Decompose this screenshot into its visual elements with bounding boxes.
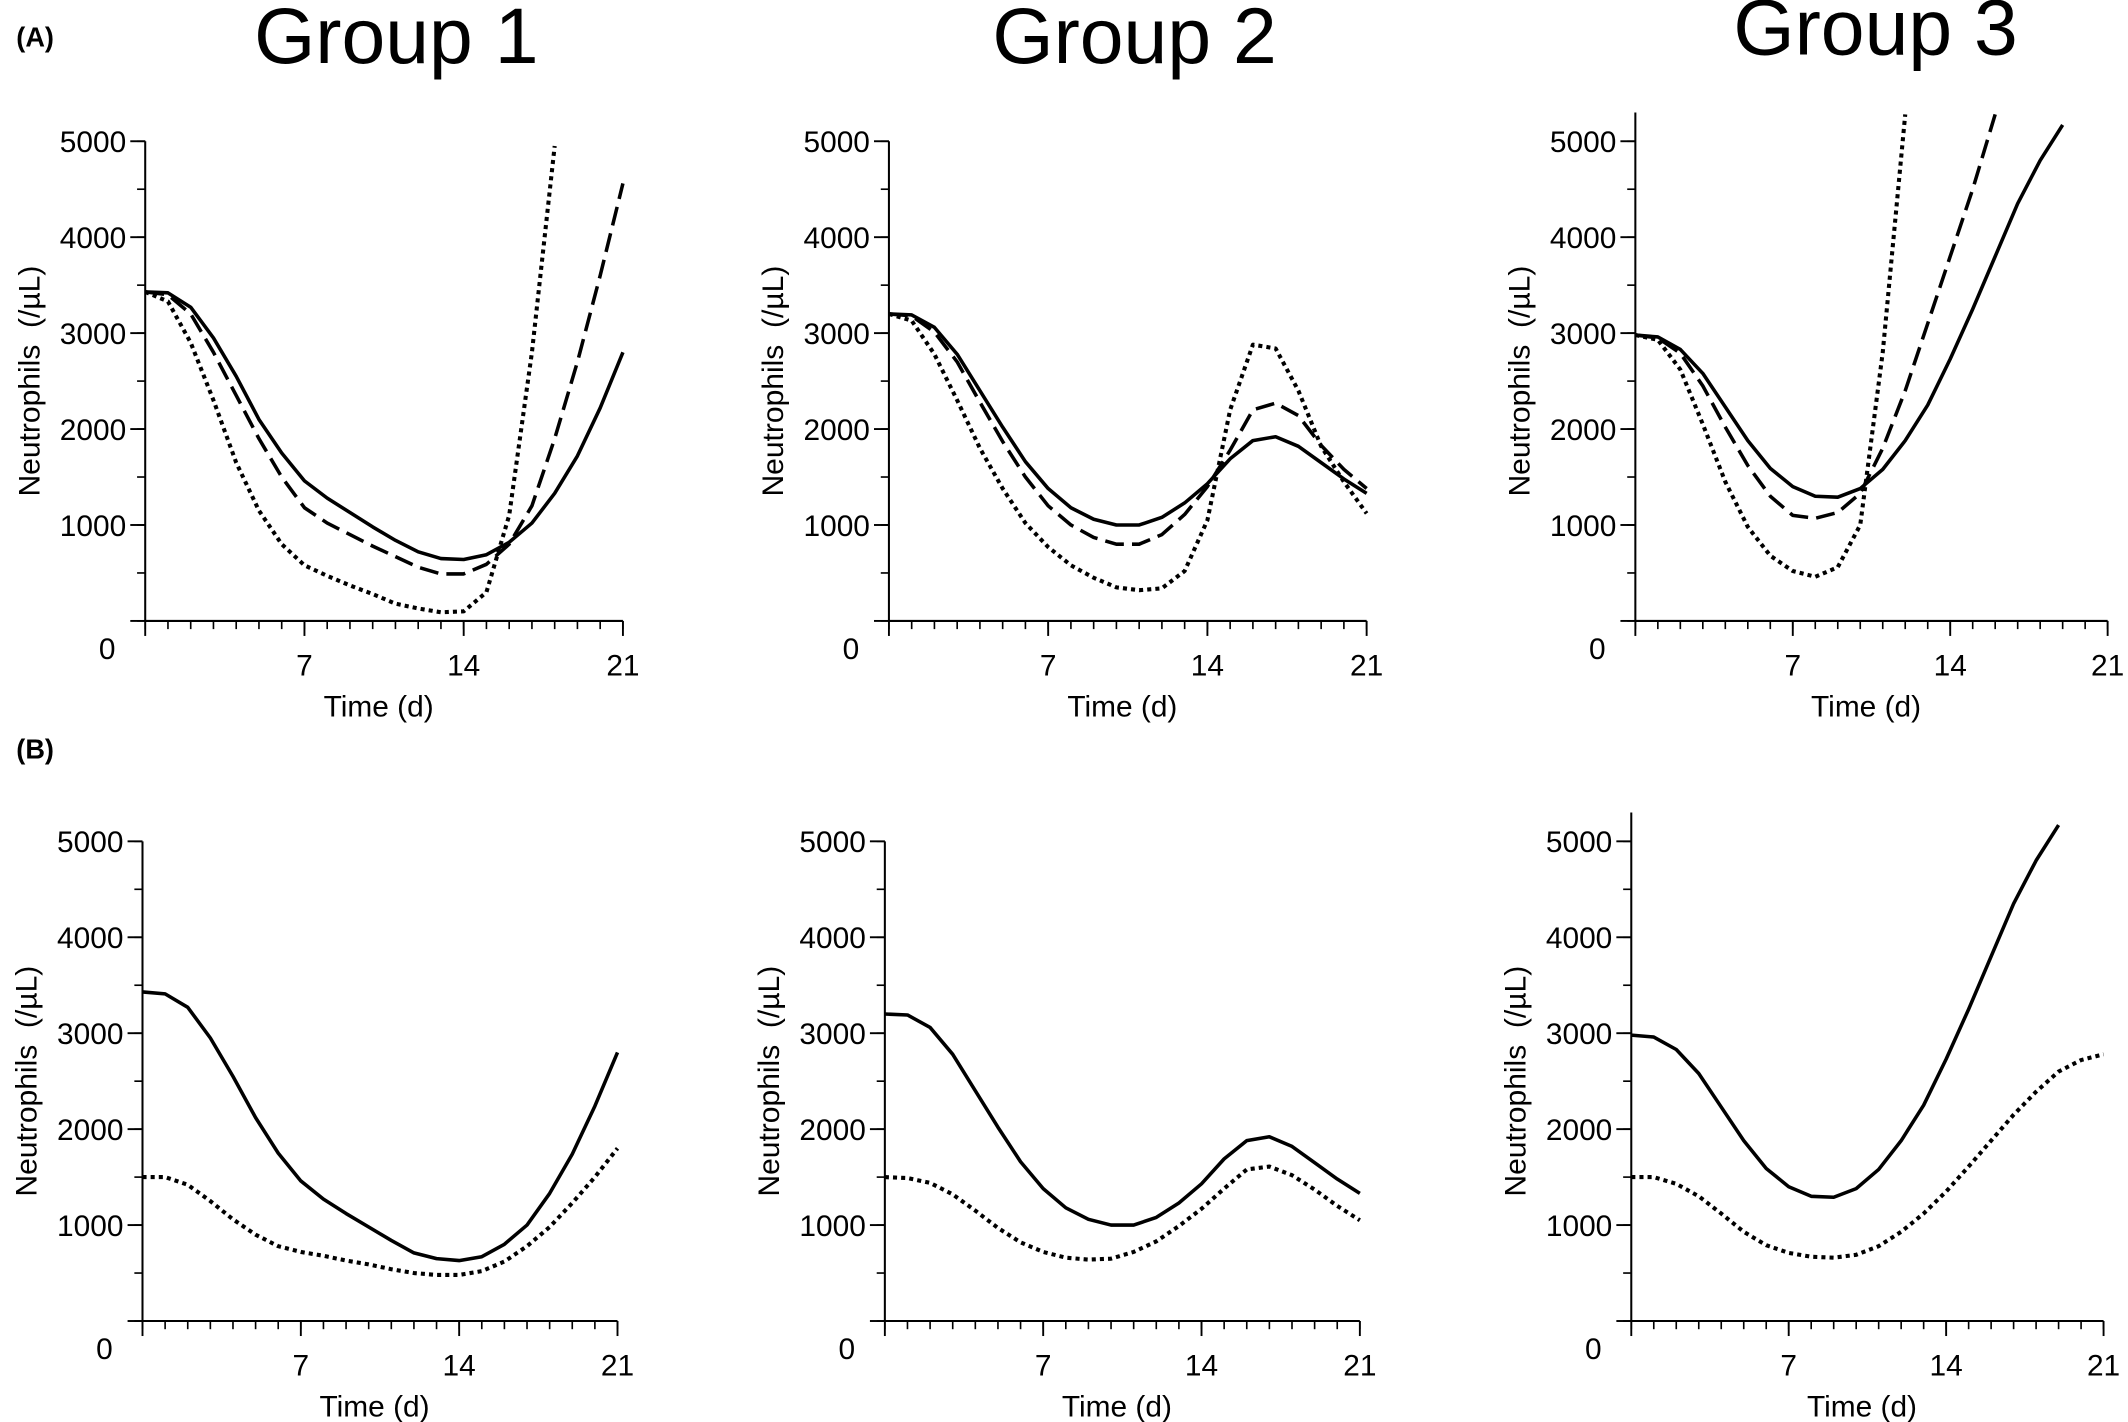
- x-axis-label: Time (d): [1062, 1390, 1172, 1422]
- x-axis-label: Time (d): [1067, 690, 1177, 723]
- x-tick-label: 14: [1191, 649, 1224, 682]
- y-axis-label: Neutrophils (/µL): [753, 966, 786, 1197]
- x-tick-label: 21: [2091, 649, 2124, 682]
- panel: 7 14 21 0 1000 2000 3000 4000 5000 Time (d) Neutro…: [1499, 812, 2120, 1422]
- y-tick-label: 2000: [1550, 414, 1616, 447]
- series-line: [1631, 824, 2061, 1200]
- y-tick-label: 2000: [60, 414, 126, 447]
- y-tick-label: 4000: [60, 222, 126, 255]
- x-tick-label: 14: [447, 649, 480, 682]
- x-tick-label: 14: [443, 1350, 476, 1383]
- y-tick-label: 5000: [57, 826, 123, 859]
- series-line: [1635, 113, 1997, 521]
- y-tick-label: 4000: [1546, 922, 1612, 955]
- y-axis-label: Neutrophils (/µL): [11, 966, 44, 1197]
- x-tick-label: 21: [606, 649, 639, 682]
- y-tick-label: 2000: [1546, 1114, 1612, 1147]
- y-tick-label: 5000: [804, 126, 870, 159]
- x-axis-label: Time (d): [1811, 690, 1921, 723]
- y-tick-label: 0: [96, 1333, 113, 1366]
- series-line: [144, 183, 625, 576]
- x-tick-label: 14: [1930, 1350, 1963, 1383]
- y-tick-label: 5000: [1546, 826, 1612, 859]
- y-tick-label: 5000: [1550, 126, 1616, 159]
- y-tick-label: 2000: [804, 414, 870, 447]
- y-tick-label: 4000: [1550, 222, 1616, 255]
- x-tick-label: 7: [1784, 649, 1801, 682]
- y-tick-label: 3000: [57, 1018, 123, 1051]
- y-tick-label: 4000: [804, 222, 870, 255]
- y-axis-label: Neutrophils (/µL): [13, 266, 46, 497]
- x-axis-label: Time (d): [324, 690, 434, 723]
- y-tick-label: 0: [1585, 1333, 1602, 1366]
- y-axis-label: Neutrophils (/µL): [1504, 266, 1537, 497]
- y-tick-label: 1000: [57, 1210, 123, 1243]
- panel: 7 14 21 0 1000 2000 3000 4000 5000 Time (d) Neutro…: [753, 826, 1376, 1422]
- panel: Group 3 7 14 21 0 1000 2000 3000 4000 5000 Time (d…: [1504, 0, 2125, 723]
- y-axis-label: Neutrophils (/µL): [1499, 966, 1532, 1197]
- x-tick-label: 7: [296, 649, 313, 682]
- chart-title: Group 2: [992, 0, 1276, 80]
- panel: Group 1 7 14 21 0 1000 2000 3000 4000 5000 Time (d…: [13, 0, 639, 723]
- y-tick-label: 2000: [57, 1114, 123, 1147]
- x-tick-label: 14: [1934, 649, 1967, 682]
- y-tick-label: 4000: [57, 922, 123, 955]
- y-tick-label: 0: [99, 633, 116, 666]
- series-line: [888, 312, 1368, 527]
- y-axis-label: Neutrophils (/µL): [757, 266, 790, 497]
- panel-label: (A): [16, 21, 54, 52]
- x-tick-label: 7: [1035, 1350, 1052, 1383]
- x-axis-label: Time (d): [1807, 1390, 1917, 1422]
- series-line: [1631, 1052, 2105, 1260]
- x-tick-label: 21: [601, 1350, 634, 1383]
- panel: 7 14 21 0 1000 2000 3000 4000 5000 Time (d) Neutro…: [11, 826, 634, 1422]
- x-tick-label: 21: [1343, 1350, 1376, 1383]
- y-tick-label: 1000: [804, 510, 870, 543]
- x-tick-label: 7: [293, 1350, 310, 1383]
- series-line: [1634, 114, 1908, 579]
- y-tick-label: 1000: [60, 510, 126, 543]
- x-axis-label: Time (d): [320, 1390, 430, 1422]
- y-tick-label: 3000: [1550, 318, 1616, 351]
- series-line: [142, 1147, 620, 1278]
- series-line: [1635, 123, 2065, 499]
- y-tick-label: 0: [1589, 633, 1606, 666]
- y-tick-label: 3000: [60, 318, 126, 351]
- y-tick-label: 0: [839, 1333, 856, 1366]
- y-tick-label: 3000: [1546, 1018, 1612, 1051]
- series-line: [142, 990, 620, 1263]
- series-line: [888, 311, 1369, 593]
- series-line: [884, 1012, 1361, 1227]
- y-tick-label: 3000: [804, 318, 870, 351]
- y-tick-label: 1000: [1546, 1210, 1612, 1243]
- y-tick-label: 5000: [60, 126, 126, 159]
- y-tick-label: 5000: [799, 826, 865, 859]
- y-tick-label: 0: [843, 633, 860, 666]
- series-line: [144, 145, 557, 615]
- series-line: [884, 1164, 1361, 1262]
- y-tick-label: 4000: [799, 922, 865, 955]
- series-line: [888, 312, 1368, 546]
- panel: Group 2 7 14 21 0 1000 2000 3000 4000 5000 Time (d…: [757, 0, 1383, 723]
- x-tick-label: 21: [1350, 649, 1383, 682]
- y-tick-label: 2000: [799, 1114, 865, 1147]
- y-tick-label: 1000: [799, 1210, 865, 1243]
- x-tick-label: 14: [1185, 1350, 1218, 1383]
- chart-title: Group 1: [254, 0, 538, 80]
- y-tick-label: 1000: [1550, 510, 1616, 543]
- y-tick-label: 3000: [799, 1018, 865, 1051]
- x-tick-label: 21: [2087, 1350, 2120, 1383]
- series-line: [145, 290, 625, 562]
- panel-label: (B): [16, 734, 54, 765]
- x-tick-label: 7: [1040, 649, 1057, 682]
- chart-title: Group 3: [1733, 0, 2017, 72]
- figure-body: (A) (B) Group 1 7 14 21 0 1000 2000 3000 4000 500…: [11, 0, 2125, 1422]
- x-tick-label: 7: [1780, 1350, 1797, 1383]
